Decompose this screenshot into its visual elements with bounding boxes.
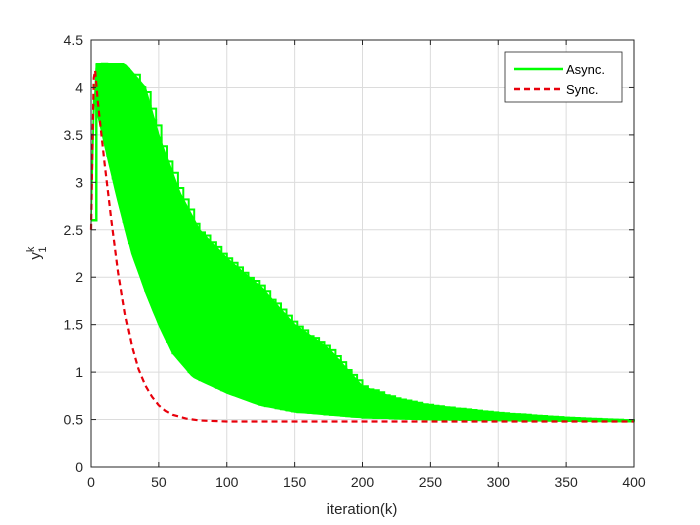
x-tick-label: 400 (622, 474, 646, 490)
y-tick-label: 1 (75, 364, 83, 380)
x-tick-label: 100 (215, 474, 239, 490)
tick-marks (90, 39, 635, 468)
x-tick-label: 350 (554, 474, 578, 490)
y-tick-label: 4.5 (64, 32, 84, 48)
y-tick-label: 0.5 (64, 412, 84, 428)
x-tick-label: 50 (151, 474, 167, 490)
legend-label-sync: Sync. (566, 82, 599, 97)
x-axis-label: iteration(k) (327, 501, 398, 518)
y-tick-label: 2.5 (64, 222, 84, 238)
legend: Async. Sync. (504, 51, 623, 103)
y-tick-label: 2 (75, 269, 83, 285)
y-tick-label: 3.5 (64, 127, 84, 143)
y-tick-label: 0 (75, 459, 83, 475)
y-tick-label: 1.5 (64, 317, 84, 333)
y-axis-label-superscript: k (25, 246, 37, 252)
legend-box (504, 51, 623, 103)
series-async-line (91, 62, 635, 422)
y-tick-label: 3 (75, 174, 83, 190)
x-tick-label: 250 (419, 474, 443, 490)
y-axis-label: yk1 (25, 246, 49, 260)
svg-text:yk1: yk1 (25, 246, 49, 260)
y-axis-label-subscript: 1 (37, 246, 49, 252)
legend-label-async: Async. (566, 62, 605, 77)
tick-labels: 0 50 100 150 200 250 300 350 400 0 0.5 1 1.5 2 2.5 3 3.5… (64, 32, 646, 490)
y-axis-label-base: y (27, 252, 44, 260)
series-sync-line (89, 70, 634, 423)
x-tick-label: 300 (487, 474, 511, 490)
x-tick-label: 200 (351, 474, 375, 490)
x-tick-label: 0 (87, 474, 95, 490)
x-tick-label: 150 (283, 474, 307, 490)
y-tick-label: 4 (75, 79, 83, 95)
